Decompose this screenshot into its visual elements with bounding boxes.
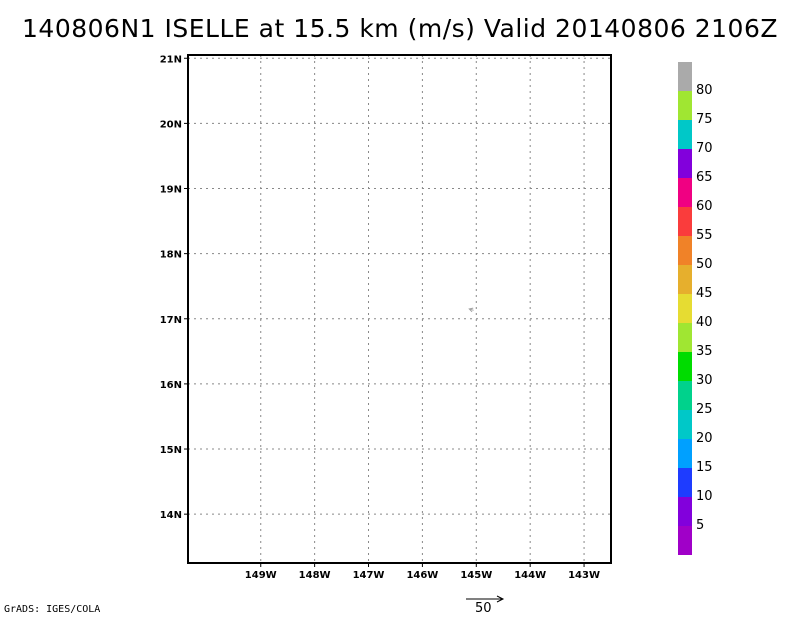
colorbar-segment: [678, 91, 692, 120]
lat-tick-label: 16N: [160, 380, 182, 391]
colorbar-segment: [678, 62, 692, 91]
lon-tick-label: 145W: [460, 570, 492, 581]
lat-tick-label: 17N: [160, 315, 182, 326]
colorbar-label: 45: [696, 286, 713, 301]
lat-tick-label: 15N: [160, 445, 182, 456]
colorbar-label: 75: [696, 112, 713, 127]
colorbar-segment: [678, 381, 692, 410]
colorbar-label: 15: [696, 460, 713, 475]
colorbar-segment: [678, 526, 692, 555]
lat-tick-label: 14N: [160, 510, 182, 521]
colorbar-segment: [678, 265, 692, 294]
colorbar-segment: [678, 323, 692, 352]
colorbar-label: 35: [696, 344, 713, 359]
colorbar: [678, 62, 692, 555]
reference-vector: [466, 595, 505, 603]
lat-tick-label: 21N: [160, 54, 182, 65]
reference-vector-arrowhead: [496, 595, 505, 603]
colorbar-label: 60: [696, 199, 713, 214]
colorbar-segment: [678, 120, 692, 149]
chart-title: 140806N1 ISELLE at 15.5 km (m/s) Valid 2…: [22, 14, 778, 43]
lon-tick-label: 143W: [568, 570, 600, 581]
lon-tick-label: 146W: [406, 570, 438, 581]
colorbar-segment: [678, 410, 692, 439]
lon-tick-label: 147W: [353, 570, 385, 581]
wind-vector-0: [468, 307, 474, 313]
colorbar-label: 25: [696, 402, 713, 417]
colorbar-label: 55: [696, 228, 713, 243]
lat-tick-label: 18N: [160, 250, 182, 261]
colorbar-label: 10: [696, 489, 713, 504]
axis-ticks: 21N 20N 19N 18N 17N 16N 15N 14N 149W 148W 147W 146W…: [160, 54, 600, 581]
colorbar-label: 40: [696, 315, 713, 330]
colorbar-segment: [678, 497, 692, 526]
wind-vectors: [468, 307, 474, 313]
credit-text: GrADS: IGES/COLA: [4, 604, 101, 615]
colorbar-segment: [678, 178, 692, 207]
colorbar-segment: [678, 207, 692, 236]
colorbar-segment: [678, 468, 692, 497]
lon-tick-label: 149W: [245, 570, 277, 581]
lat-tick-label: 19N: [160, 185, 182, 196]
lon-tick-label: 144W: [514, 570, 546, 581]
colorbar-label: 70: [696, 141, 713, 156]
grid-lines: [188, 55, 611, 563]
colorbar-label: 65: [696, 170, 713, 185]
colorbar-segment: [678, 236, 692, 265]
colorbar-label: 30: [696, 373, 713, 388]
map-frame: [187, 54, 612, 564]
colorbar-segment: [678, 294, 692, 323]
colorbar-segment: [678, 352, 692, 381]
colorbar-segment: [678, 149, 692, 178]
colorbar-label: 5: [696, 518, 705, 533]
reference-vector-label: 50: [475, 601, 492, 616]
colorbar-segment: [678, 439, 692, 468]
colorbar-label: 20: [696, 431, 713, 446]
colorbar-label: 50: [696, 257, 713, 272]
lon-tick-label: 148W: [299, 570, 331, 581]
colorbar-label: 80: [696, 83, 713, 98]
lat-tick-label: 20N: [160, 119, 182, 130]
